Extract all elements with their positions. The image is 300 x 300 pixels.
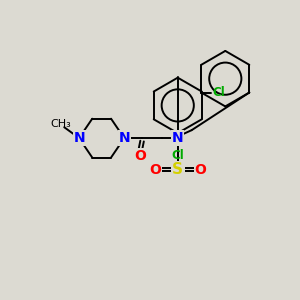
Text: O: O (195, 163, 206, 177)
Text: Cl: Cl (212, 86, 225, 99)
Text: N: N (172, 131, 184, 145)
Text: O: O (149, 163, 161, 177)
Text: S: S (172, 162, 183, 177)
Text: O: O (134, 149, 146, 163)
Text: CH₃: CH₃ (51, 119, 72, 129)
Text: N: N (73, 131, 85, 145)
Text: Cl: Cl (171, 149, 184, 162)
Text: N: N (118, 131, 130, 145)
